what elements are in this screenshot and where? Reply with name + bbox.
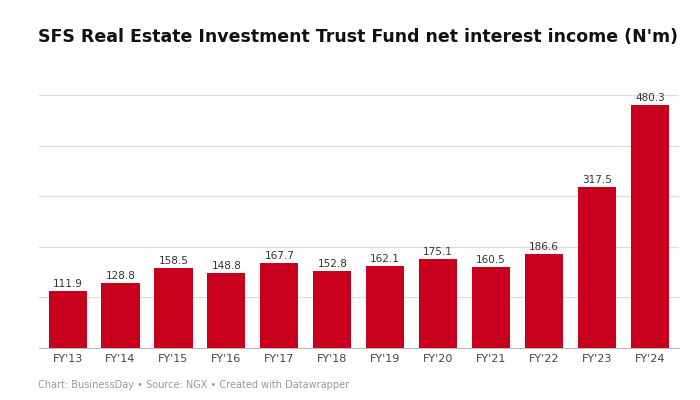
Text: 317.5: 317.5 (582, 176, 612, 186)
Bar (419, 260, 457, 348)
Text: 111.9: 111.9 (52, 279, 83, 289)
Bar (366, 266, 405, 348)
Text: Chart: BusinessDay • Source: NGX • Created with Datawrapper: Chart: BusinessDay • Source: NGX • Creat… (38, 380, 349, 390)
Bar (578, 188, 616, 348)
Bar (102, 283, 139, 348)
Text: 148.8: 148.8 (211, 261, 242, 271)
Text: 480.3: 480.3 (635, 93, 665, 103)
Bar (472, 267, 510, 348)
Bar (260, 263, 298, 348)
Text: SFS Real Estate Investment Trust Fund net interest income (N'm): SFS Real Estate Investment Trust Fund ne… (38, 28, 678, 46)
Bar (525, 254, 563, 348)
Text: 186.6: 186.6 (529, 242, 559, 252)
Bar (313, 271, 351, 348)
Text: 128.8: 128.8 (106, 271, 136, 281)
Text: 162.1: 162.1 (370, 254, 400, 264)
Bar (48, 292, 87, 348)
Bar (631, 105, 669, 348)
Text: 175.1: 175.1 (424, 248, 453, 258)
Text: 152.8: 152.8 (317, 259, 347, 269)
Text: 158.5: 158.5 (158, 256, 188, 266)
Bar (207, 273, 246, 348)
Text: 167.7: 167.7 (265, 251, 294, 261)
Bar (155, 268, 192, 348)
Text: 160.5: 160.5 (476, 255, 506, 265)
